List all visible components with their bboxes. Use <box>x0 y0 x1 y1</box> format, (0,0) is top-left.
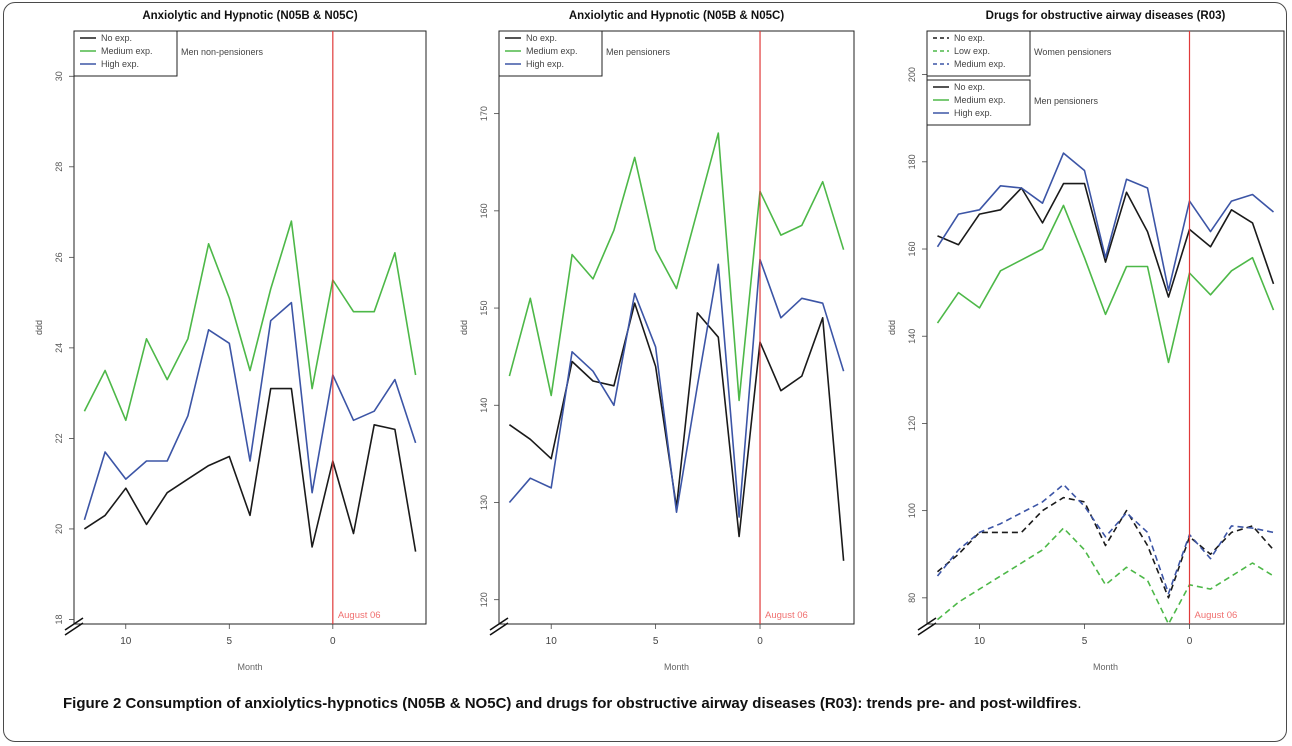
y-tick-label: 140 <box>479 398 489 413</box>
series-line-medium-exp <box>508 132 845 402</box>
y-tick-label: 28 <box>54 162 64 172</box>
legend-entry: Medium exp. <box>526 46 578 56</box>
chart-panel-left: Anxiolytic and Hypnotic (N05B & N05C) 18 2… <box>4 3 431 693</box>
y-tick-label: 140 <box>907 329 917 344</box>
y-tick-label: 22 <box>54 433 64 443</box>
x-tick-label: 5 <box>653 636 659 647</box>
plot-area <box>926 30 1285 625</box>
series-line-no-exp <box>83 387 417 552</box>
y-axis-label: ddd <box>34 320 44 335</box>
x-tick-label: 10 <box>974 636 986 647</box>
x-tick-label: 10 <box>120 636 132 647</box>
y-tick-label: 130 <box>479 495 489 510</box>
caption-text: Consumption of anxiolytics-hypnotics (N0… <box>125 695 1078 712</box>
plot-area <box>498 30 855 625</box>
chart-title: Anxiolytic and Hypnotic (N05B & N05C) <box>569 10 785 22</box>
figure-frame: Anxiolytic and Hypnotic (N05B & N05C) 18 2… <box>3 2 1287 742</box>
plot-area <box>73 30 427 625</box>
chart-svg: Anxiolytic and Hypnotic (N05B & N05C) 120… <box>459 10 855 672</box>
chart-panel-middle: Anxiolytic and Hypnotic (N05B & N05C) 120… <box>431 3 859 693</box>
axis-break-mark <box>489 622 509 636</box>
series-line-high-exp <box>508 258 845 518</box>
series-line-medium-exp-dashed <box>936 483 1274 595</box>
legend-entry: No exp. <box>954 33 985 43</box>
chart-svg: Drugs for obstructive airway diseases (R… <box>887 10 1285 672</box>
x-tick-label: 5 <box>1082 636 1088 647</box>
x-tick-label: 0 <box>1187 636 1193 647</box>
y-tick-label: 200 <box>907 67 917 82</box>
event-label: August 06 <box>338 610 381 621</box>
legend-entry: High exp. <box>101 59 139 69</box>
legend-group-label: Men pensioners <box>606 47 671 57</box>
y-tick-label: 150 <box>479 301 489 316</box>
x-axis-label: Month <box>664 662 689 672</box>
legend-group-label: Women pensioners <box>1034 47 1112 57</box>
legend-entry: Medium exp. <box>954 95 1006 105</box>
x-tick-label: 0 <box>330 636 336 647</box>
series-line-medium-exp <box>936 204 1275 364</box>
x-axis-label: Month <box>1093 662 1118 672</box>
legend-entry: No exp. <box>954 82 985 92</box>
figure-caption: Figure 2 Consumption of anxiolytics-hypn… <box>63 692 1278 715</box>
legend-entry: High exp. <box>954 108 992 118</box>
legend-entry: High exp. <box>526 59 564 69</box>
x-tick-label: 0 <box>757 636 763 647</box>
y-tick-label: 180 <box>907 154 917 169</box>
y-tick-label: 80 <box>907 593 917 603</box>
series-line-high-exp <box>936 152 1275 292</box>
legend-entry: No exp. <box>101 33 132 43</box>
y-tick-label: 100 <box>907 503 917 518</box>
legend-entry: No exp. <box>526 33 557 43</box>
series-line-medium-exp <box>83 220 417 422</box>
axis-break-mark <box>917 617 937 631</box>
y-axis-label: ddd <box>459 320 469 335</box>
y-axis-label: ddd <box>887 320 897 335</box>
y-tick-label: 120 <box>907 416 917 431</box>
legend-entry: Medium exp. <box>954 59 1006 69</box>
y-tick-label: 160 <box>479 203 489 218</box>
event-label: August 06 <box>1195 610 1238 621</box>
axis-break-mark <box>917 622 937 636</box>
chart-title: Drugs for obstructive airway diseases (R… <box>986 10 1226 22</box>
series-line-no-exp <box>937 182 1275 298</box>
y-tick-label: 24 <box>54 343 64 353</box>
chart-panel-right: Drugs for obstructive airway diseases (R… <box>859 3 1288 693</box>
legend-group-label: Men pensioners <box>1034 96 1099 106</box>
legend-entry: Low exp. <box>954 46 990 56</box>
x-tick-label: 10 <box>546 636 558 647</box>
y-tick-label: 170 <box>479 106 489 121</box>
legend-box <box>926 30 1031 77</box>
x-axis-label: Month <box>237 662 262 672</box>
y-tick-label: 30 <box>54 71 64 81</box>
chart-title: Anxiolytic and Hypnotic (N05B & N05C) <box>142 10 358 22</box>
caption-label: Figure 2 <box>63 695 122 712</box>
axis-break-mark <box>489 617 509 631</box>
y-tick-label: 120 <box>479 592 489 607</box>
y-tick-label: 160 <box>907 241 917 256</box>
legend-group-label: Men non-pensioners <box>181 47 264 57</box>
series-line-no-exp-dashed <box>936 496 1275 599</box>
event-label: August 06 <box>765 610 808 621</box>
axis-break-mark <box>64 617 84 631</box>
legend-entry: Medium exp. <box>101 46 153 56</box>
y-tick-label: 26 <box>54 252 64 262</box>
x-tick-label: 5 <box>227 636 233 647</box>
caption-end: . <box>1077 695 1082 712</box>
series-line-low-exp-dashed <box>936 527 1274 625</box>
y-tick-label: 18 <box>54 614 64 624</box>
chart-svg: Anxiolytic and Hypnotic (N05B & N05C) 18 2… <box>34 10 427 672</box>
y-tick-label: 20 <box>54 524 64 534</box>
series-line-high-exp <box>83 301 417 521</box>
axis-break-mark <box>64 622 84 636</box>
